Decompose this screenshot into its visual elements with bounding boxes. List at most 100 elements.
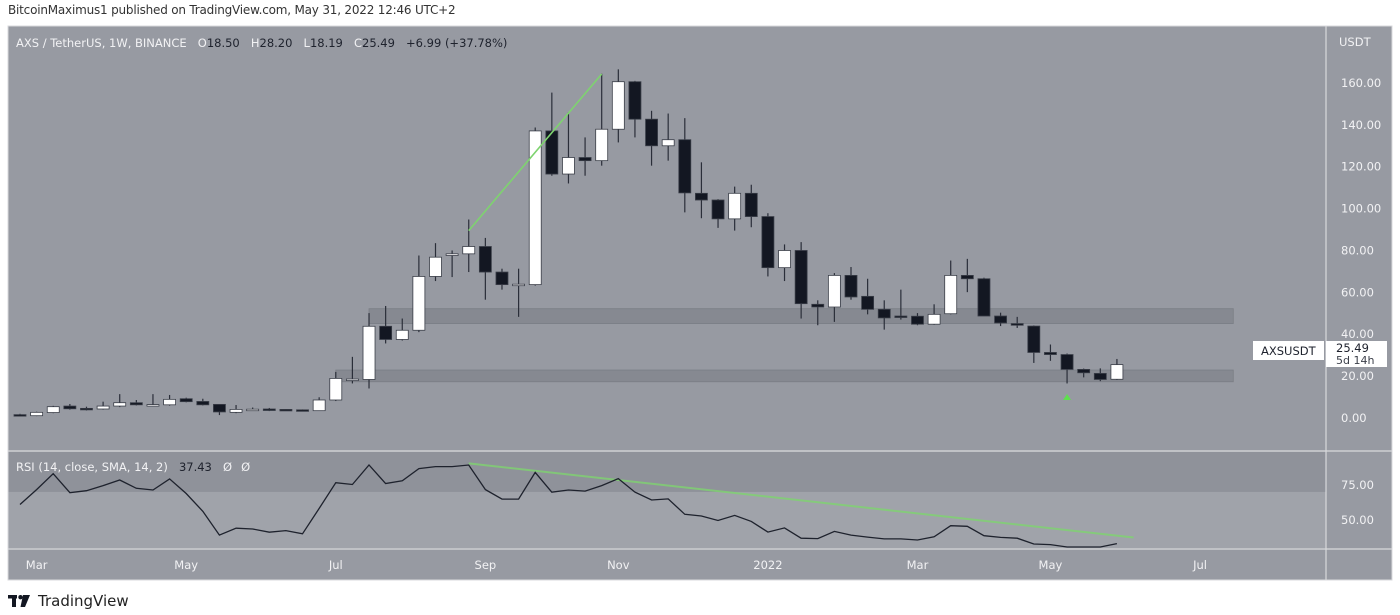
time-ticks: Mar May Jul Sep Nov 2022 Mar May Jul (26, 558, 1207, 572)
price-tick-label: 80.00 (1341, 243, 1374, 257)
candle (362, 313, 376, 389)
candle-down (960, 274, 974, 280)
candle-up (927, 313, 941, 325)
candle-up (46, 406, 60, 413)
candle (1010, 316, 1024, 328)
rsi-extra-1: Ø (223, 460, 232, 474)
candle-down (1027, 325, 1041, 353)
candle (562, 112, 575, 184)
candle-up (827, 274, 841, 308)
candle (1044, 344, 1057, 361)
candle (927, 304, 941, 325)
candle (1077, 368, 1091, 378)
price-tick-label: 140.00 (1341, 118, 1381, 132)
time-tick-label: May (1039, 558, 1063, 572)
candle (977, 277, 991, 317)
rsi-legend: RSI (14, close, SMA, 14, 2) 37.43 Ø Ø (16, 456, 250, 475)
candle (478, 237, 492, 300)
candle (578, 137, 592, 176)
candle-down (811, 303, 825, 308)
candle-down (761, 216, 775, 269)
candle-down (478, 246, 492, 273)
time-tick-label: Mar (26, 558, 48, 572)
candle-up (96, 405, 110, 410)
time-axis[interactable] (8, 549, 1326, 580)
rsi-tick-75: 75.00 (1341, 478, 1374, 492)
symbol-tag (1253, 341, 1324, 360)
price-tick-label: 20.00 (1341, 369, 1374, 383)
last-price-tag (1326, 341, 1387, 367)
candle (1027, 325, 1041, 363)
candle (611, 69, 625, 143)
time-tick-label: Jul (328, 558, 343, 572)
candle-up (362, 325, 376, 380)
candle (30, 411, 44, 417)
candle (595, 73, 609, 166)
candle-down (977, 278, 991, 317)
candle (628, 80, 642, 138)
candle (462, 219, 476, 273)
candle (761, 213, 775, 277)
chart-border (7, 25, 1393, 581)
candle-down (744, 192, 758, 217)
candle-down (994, 315, 1007, 324)
candle (179, 397, 193, 403)
candle (994, 312, 1007, 327)
candle-up (1110, 364, 1124, 380)
footer: TradingView (8, 592, 129, 610)
candle-down (1077, 369, 1091, 374)
candle-down (545, 130, 559, 175)
candle (960, 258, 974, 293)
candle (146, 394, 160, 407)
candle (877, 300, 891, 330)
candle-down (645, 118, 658, 147)
candle (678, 118, 692, 213)
candle-down (279, 409, 293, 412)
candle-down (179, 398, 193, 403)
price-tick-label: 40.00 (1341, 327, 1374, 341)
legend-open-label: O (198, 36, 207, 50)
candle-up (345, 378, 359, 381)
candle-down (1010, 323, 1024, 326)
price-tick-label: 100.00 (1341, 202, 1381, 216)
price-tick-label: 120.00 (1341, 160, 1381, 174)
chart-legend: AXS / TetherUS, 1W, BINANCE O18.50 H28.2… (16, 32, 507, 51)
candle-down (196, 401, 210, 406)
legend-low-label: L (304, 36, 311, 50)
candle (944, 260, 958, 315)
candle (811, 300, 825, 326)
overlays (468, 73, 1072, 401)
time-tick-label: Sep (475, 558, 497, 572)
candle (63, 403, 77, 410)
price-tick-label: 160.00 (1341, 76, 1381, 90)
candle (395, 318, 409, 341)
tradingview-logo-icon (8, 595, 30, 607)
candle (345, 356, 359, 384)
candle-down (129, 402, 143, 406)
candle (312, 397, 326, 412)
candle-down (628, 81, 642, 120)
time-tick-label: Mar (907, 558, 929, 572)
candle (861, 278, 875, 315)
candle-up (462, 246, 476, 255)
candle (96, 401, 110, 410)
candle (528, 127, 542, 286)
bar-countdown: 5d 14h (1336, 354, 1374, 367)
candle (1060, 353, 1074, 384)
candle-down (63, 405, 77, 410)
candle (296, 409, 309, 412)
candle-up (429, 256, 442, 277)
time-tick-label: May (174, 558, 198, 572)
candle-down (296, 409, 309, 412)
candle-down (794, 250, 808, 305)
price-tick-label: 0.00 (1341, 411, 1367, 425)
candle (711, 199, 725, 228)
candle-up (562, 157, 575, 175)
candle (13, 413, 27, 417)
rsi-line (19, 464, 1118, 548)
price-axis[interactable] (1326, 26, 1392, 580)
rsi-band (8, 491, 1326, 548)
candle-down (1093, 372, 1107, 380)
candle (645, 110, 658, 166)
